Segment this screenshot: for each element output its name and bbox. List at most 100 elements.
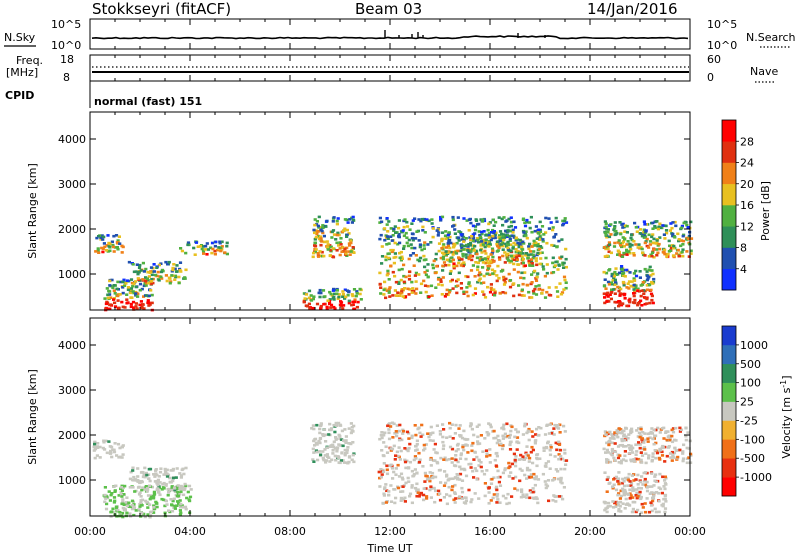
power-pixel	[475, 223, 480, 226]
velocity-pixel	[560, 481, 564, 485]
velocity-pixel	[636, 435, 640, 438]
velocity-pixel	[387, 493, 391, 497]
power-pixel	[501, 223, 505, 227]
velocity-pixel	[391, 436, 395, 439]
power-pixel	[545, 241, 549, 245]
velocity-pixel	[525, 493, 529, 496]
power-pixel	[440, 215, 445, 219]
power-pixel	[687, 234, 691, 238]
velocity-pixel	[429, 464, 433, 467]
velocity-pixel	[114, 484, 118, 488]
power-pixel	[641, 281, 645, 284]
velocity-pixel	[335, 424, 339, 427]
power-pixel	[387, 278, 391, 281]
power-pixel	[210, 251, 214, 255]
power-pixel	[650, 269, 654, 272]
velocity-pixel	[400, 476, 404, 480]
velocity-pixel	[525, 445, 529, 448]
power-pixel	[531, 253, 535, 257]
power-pixel	[110, 278, 114, 282]
velocity-pixel	[631, 446, 635, 450]
power-pixel	[430, 294, 434, 297]
velocity-pixel	[458, 434, 462, 437]
power-pixel	[149, 266, 154, 269]
power-pixel	[516, 249, 520, 253]
power-pixel	[141, 261, 145, 265]
power-pixel	[311, 255, 315, 259]
velocity-pixel	[152, 506, 156, 509]
velocity-pixel	[413, 455, 417, 458]
velocity-pixel	[393, 458, 397, 461]
velocity-pixel	[528, 489, 532, 492]
power-pixel	[126, 288, 130, 291]
power-pixel	[315, 223, 319, 226]
power-pixel	[540, 291, 544, 295]
power-pixel	[617, 271, 622, 275]
power-pixel	[439, 280, 443, 283]
velocity-pixel	[429, 485, 433, 488]
power-pixel	[473, 292, 477, 295]
velocity-pixel	[653, 449, 657, 452]
power-pixel	[627, 304, 631, 308]
power-pixel	[435, 229, 439, 232]
velocity-pixel	[475, 469, 479, 473]
power-pixel	[556, 295, 560, 298]
power-pixel	[308, 307, 312, 310]
power-pixel	[202, 252, 206, 255]
power-pixel	[507, 217, 511, 221]
power-pixel	[538, 247, 542, 251]
power-pixel	[199, 245, 203, 248]
power-pixel	[636, 303, 640, 307]
power-pixel	[146, 301, 150, 305]
power-pixel	[669, 222, 673, 225]
power-pixel	[104, 307, 108, 310]
power-pixel	[668, 229, 672, 232]
velocity-pixel	[424, 443, 428, 446]
power-pixel	[414, 280, 418, 283]
velocity-pixel	[329, 445, 333, 448]
power-pixel	[130, 296, 134, 299]
velocity-pixel	[129, 470, 133, 474]
velocity-pixel	[486, 433, 490, 437]
velocity-pixel	[116, 442, 121, 446]
power-pixel	[634, 274, 639, 278]
power-pixel	[486, 268, 490, 272]
power-pixel	[619, 232, 623, 236]
power-pixel	[155, 266, 159, 269]
power-pixel	[326, 243, 330, 246]
velocity-pixel	[423, 471, 427, 475]
power-pixel	[533, 269, 537, 273]
power-pixel	[441, 245, 445, 249]
power-pixel	[550, 243, 554, 247]
velocity-pixel	[181, 506, 185, 509]
power-pixel	[514, 250, 518, 254]
power-pixel	[434, 286, 438, 289]
power-pixel	[634, 243, 638, 246]
velocity-pixel	[414, 457, 418, 460]
power-pixel	[418, 256, 423, 260]
power-pixel	[441, 231, 445, 234]
nave-label: Nave	[750, 65, 778, 78]
velocity-pixel	[624, 445, 628, 448]
velocity-pixel	[509, 440, 513, 444]
velocity-pixel	[422, 443, 426, 447]
power-pixel	[509, 259, 513, 263]
power-pixel	[461, 252, 465, 256]
power-pixel	[384, 255, 388, 259]
velocity-pixel	[626, 484, 630, 487]
power-pixel	[532, 250, 536, 253]
velocity-pixel	[393, 501, 397, 505]
power-pixel	[464, 275, 468, 278]
power-pixel	[186, 243, 190, 247]
time-tick-label: 04:00	[174, 525, 206, 538]
velocity-pixel	[632, 460, 636, 463]
power-pixel	[313, 244, 318, 248]
power-pixel	[118, 293, 122, 296]
power-pixel	[650, 298, 654, 302]
power-pixel	[331, 220, 335, 223]
velocity-pixel	[464, 474, 469, 478]
nsky-panel: N.Sky 10^5 10^0 10^5 10^0 N.Search	[4, 18, 796, 52]
velocity-pixel	[612, 483, 616, 487]
power-pixel	[426, 243, 430, 246]
power-pixel	[502, 283, 507, 286]
